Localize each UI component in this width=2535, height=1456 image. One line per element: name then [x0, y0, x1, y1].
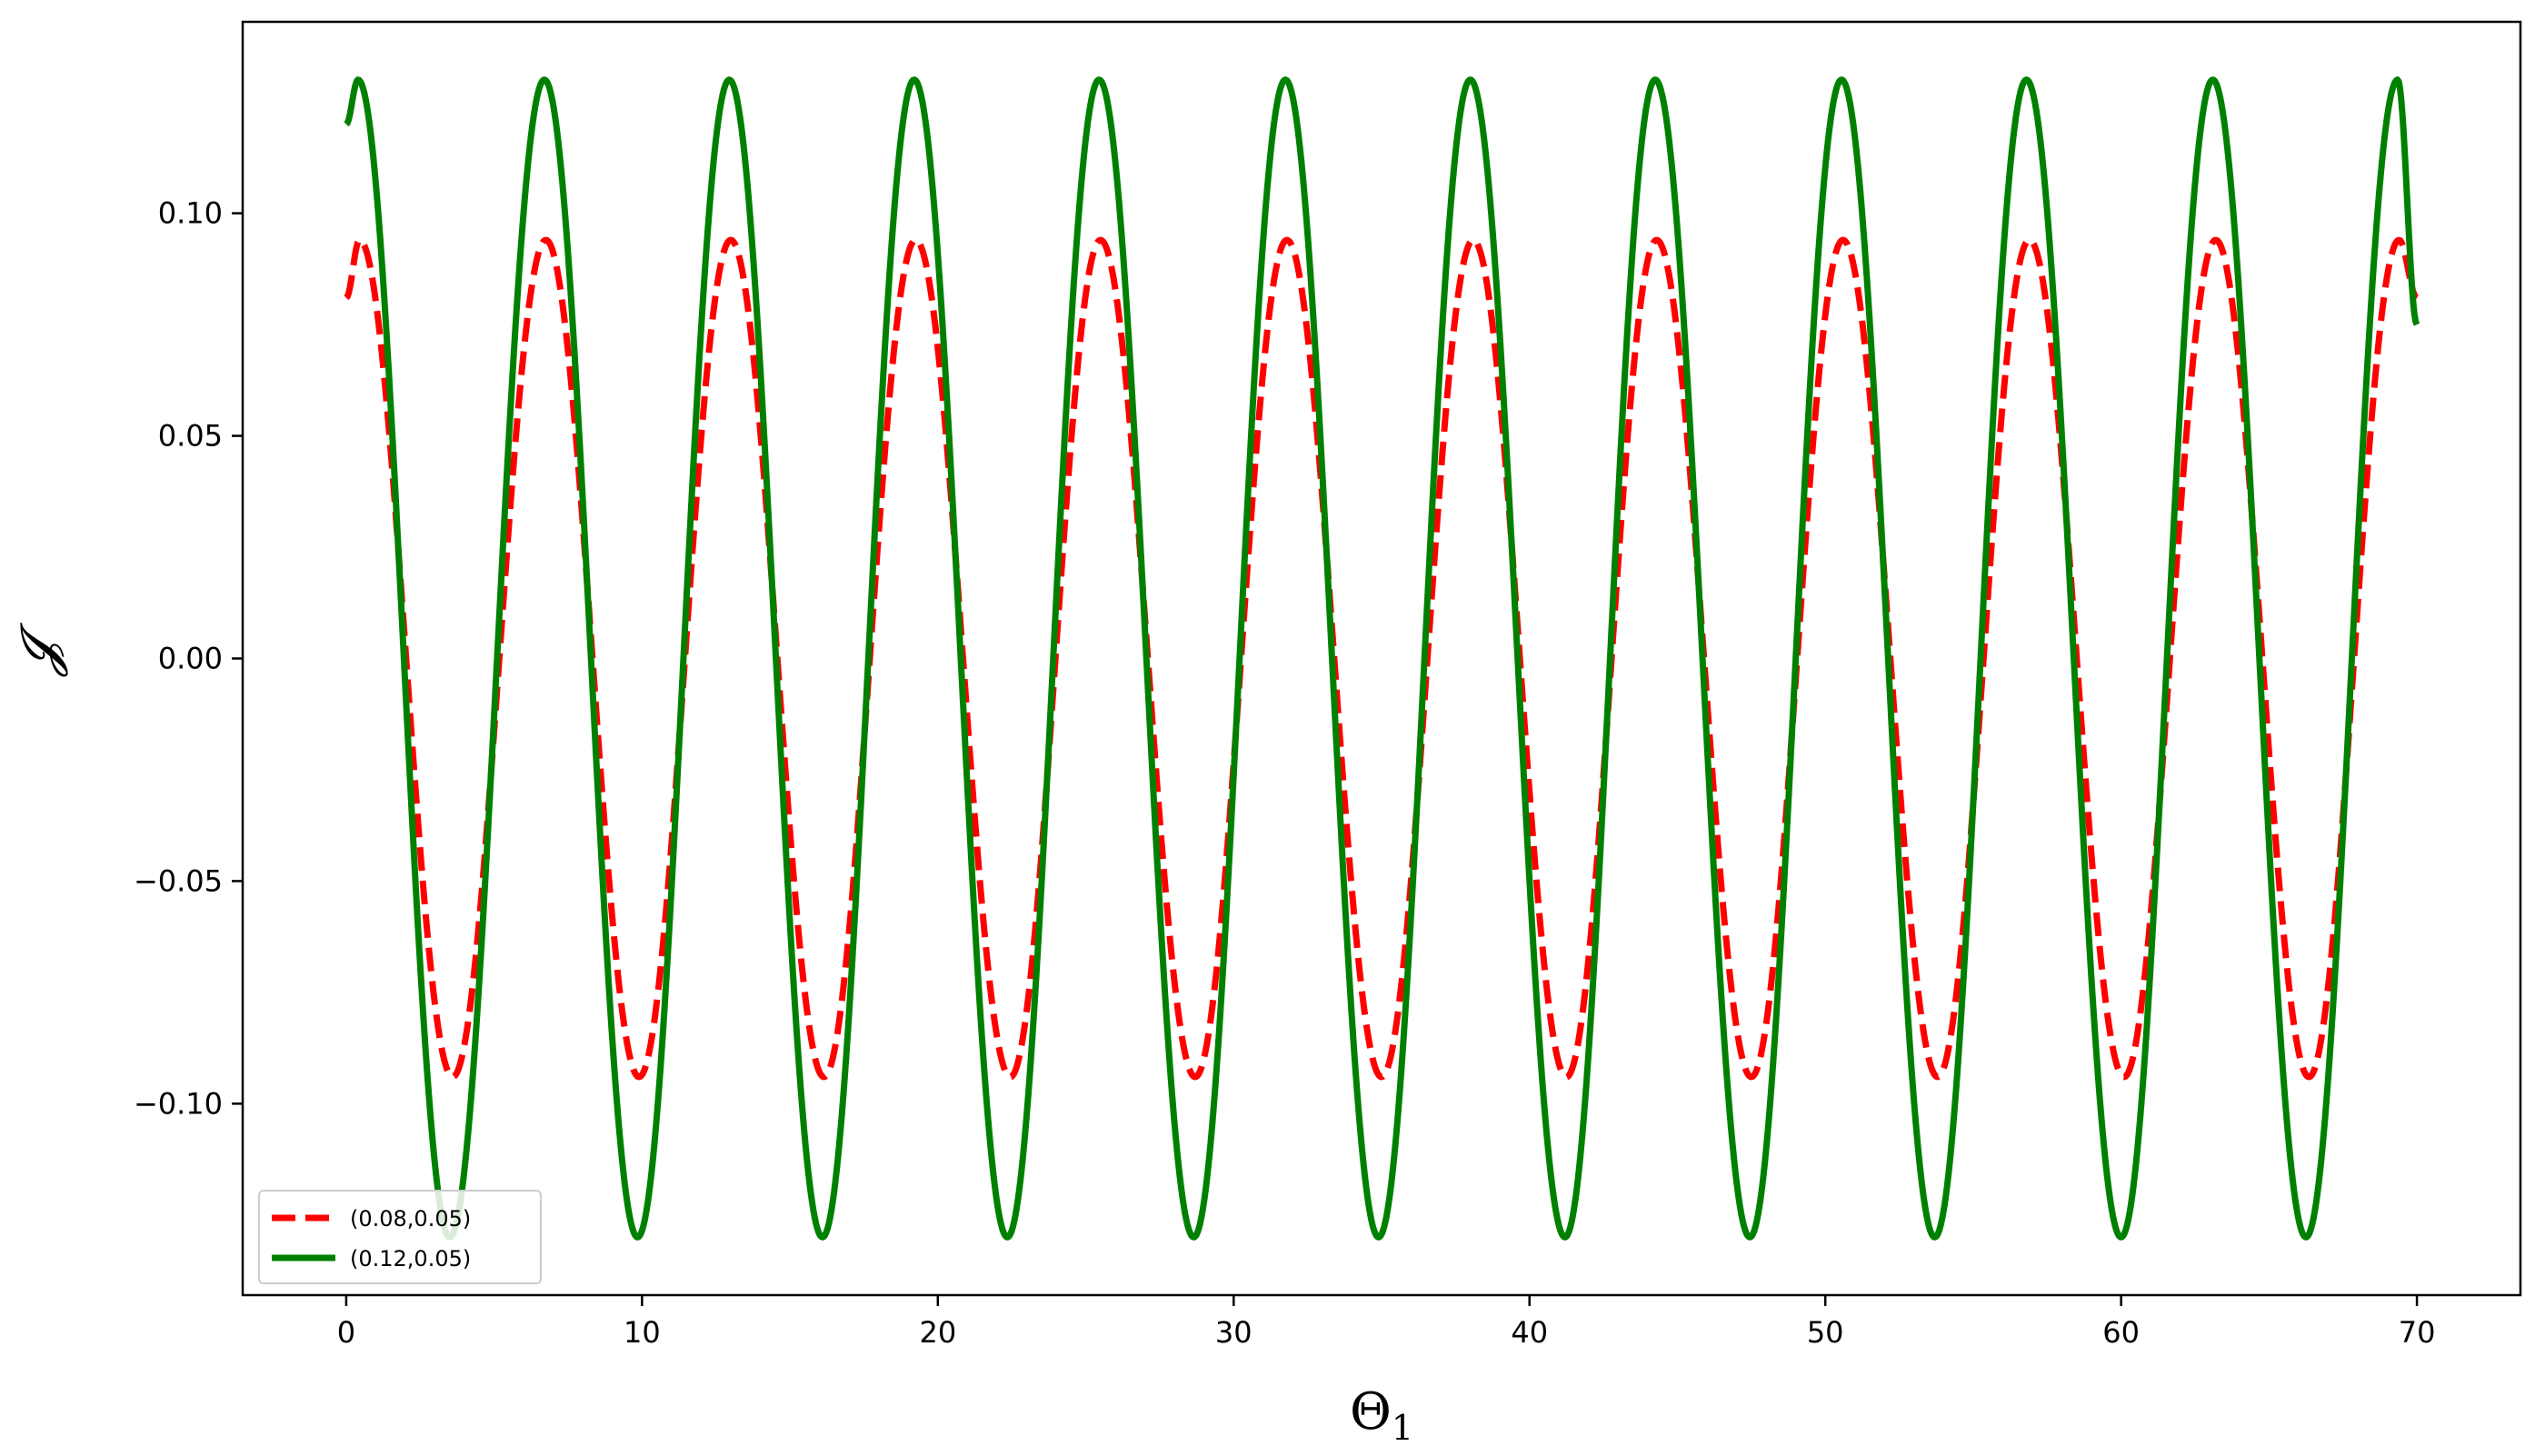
series-layer [344, 76, 2420, 1241]
x-tick-label: 60 [2102, 1315, 2140, 1350]
x-axis-label-main: Θ [1350, 1382, 1392, 1441]
x-tick-label: 30 [1215, 1315, 1253, 1350]
y-tick-label: 0.10 [158, 196, 223, 231]
x-axis-label: Θ1 [1350, 1382, 1413, 1448]
legend-label: (0.12,0.05) [350, 1246, 471, 1272]
y-tick-label: 0.00 [158, 642, 223, 676]
y-tick-label: −0.05 [134, 863, 223, 898]
y-tick-label: −0.10 [134, 1086, 223, 1121]
x-tick-label: 40 [1511, 1315, 1548, 1350]
y-tick-label: 0.05 [158, 419, 223, 454]
series-line-2 [344, 76, 2420, 1241]
x-axis-label-sub: 1 [1392, 1408, 1413, 1448]
x-tick-label: 70 [2399, 1315, 2436, 1350]
x-tick-label: 20 [919, 1315, 956, 1350]
x-tick-label: 10 [624, 1315, 661, 1350]
legend-label: (0.08,0.05) [350, 1206, 471, 1232]
x-tick-label: 50 [1807, 1315, 1844, 1350]
legend: (0.08,0.05) (0.12,0.05) [258, 1190, 542, 1284]
x-axis: 0 10 20 30 40 50 60 70 [337, 1295, 2436, 1350]
x-tick-label: 0 [337, 1315, 355, 1350]
y-axis: 0.10 0.05 0.00 −0.05 −0.10 [134, 196, 243, 1121]
